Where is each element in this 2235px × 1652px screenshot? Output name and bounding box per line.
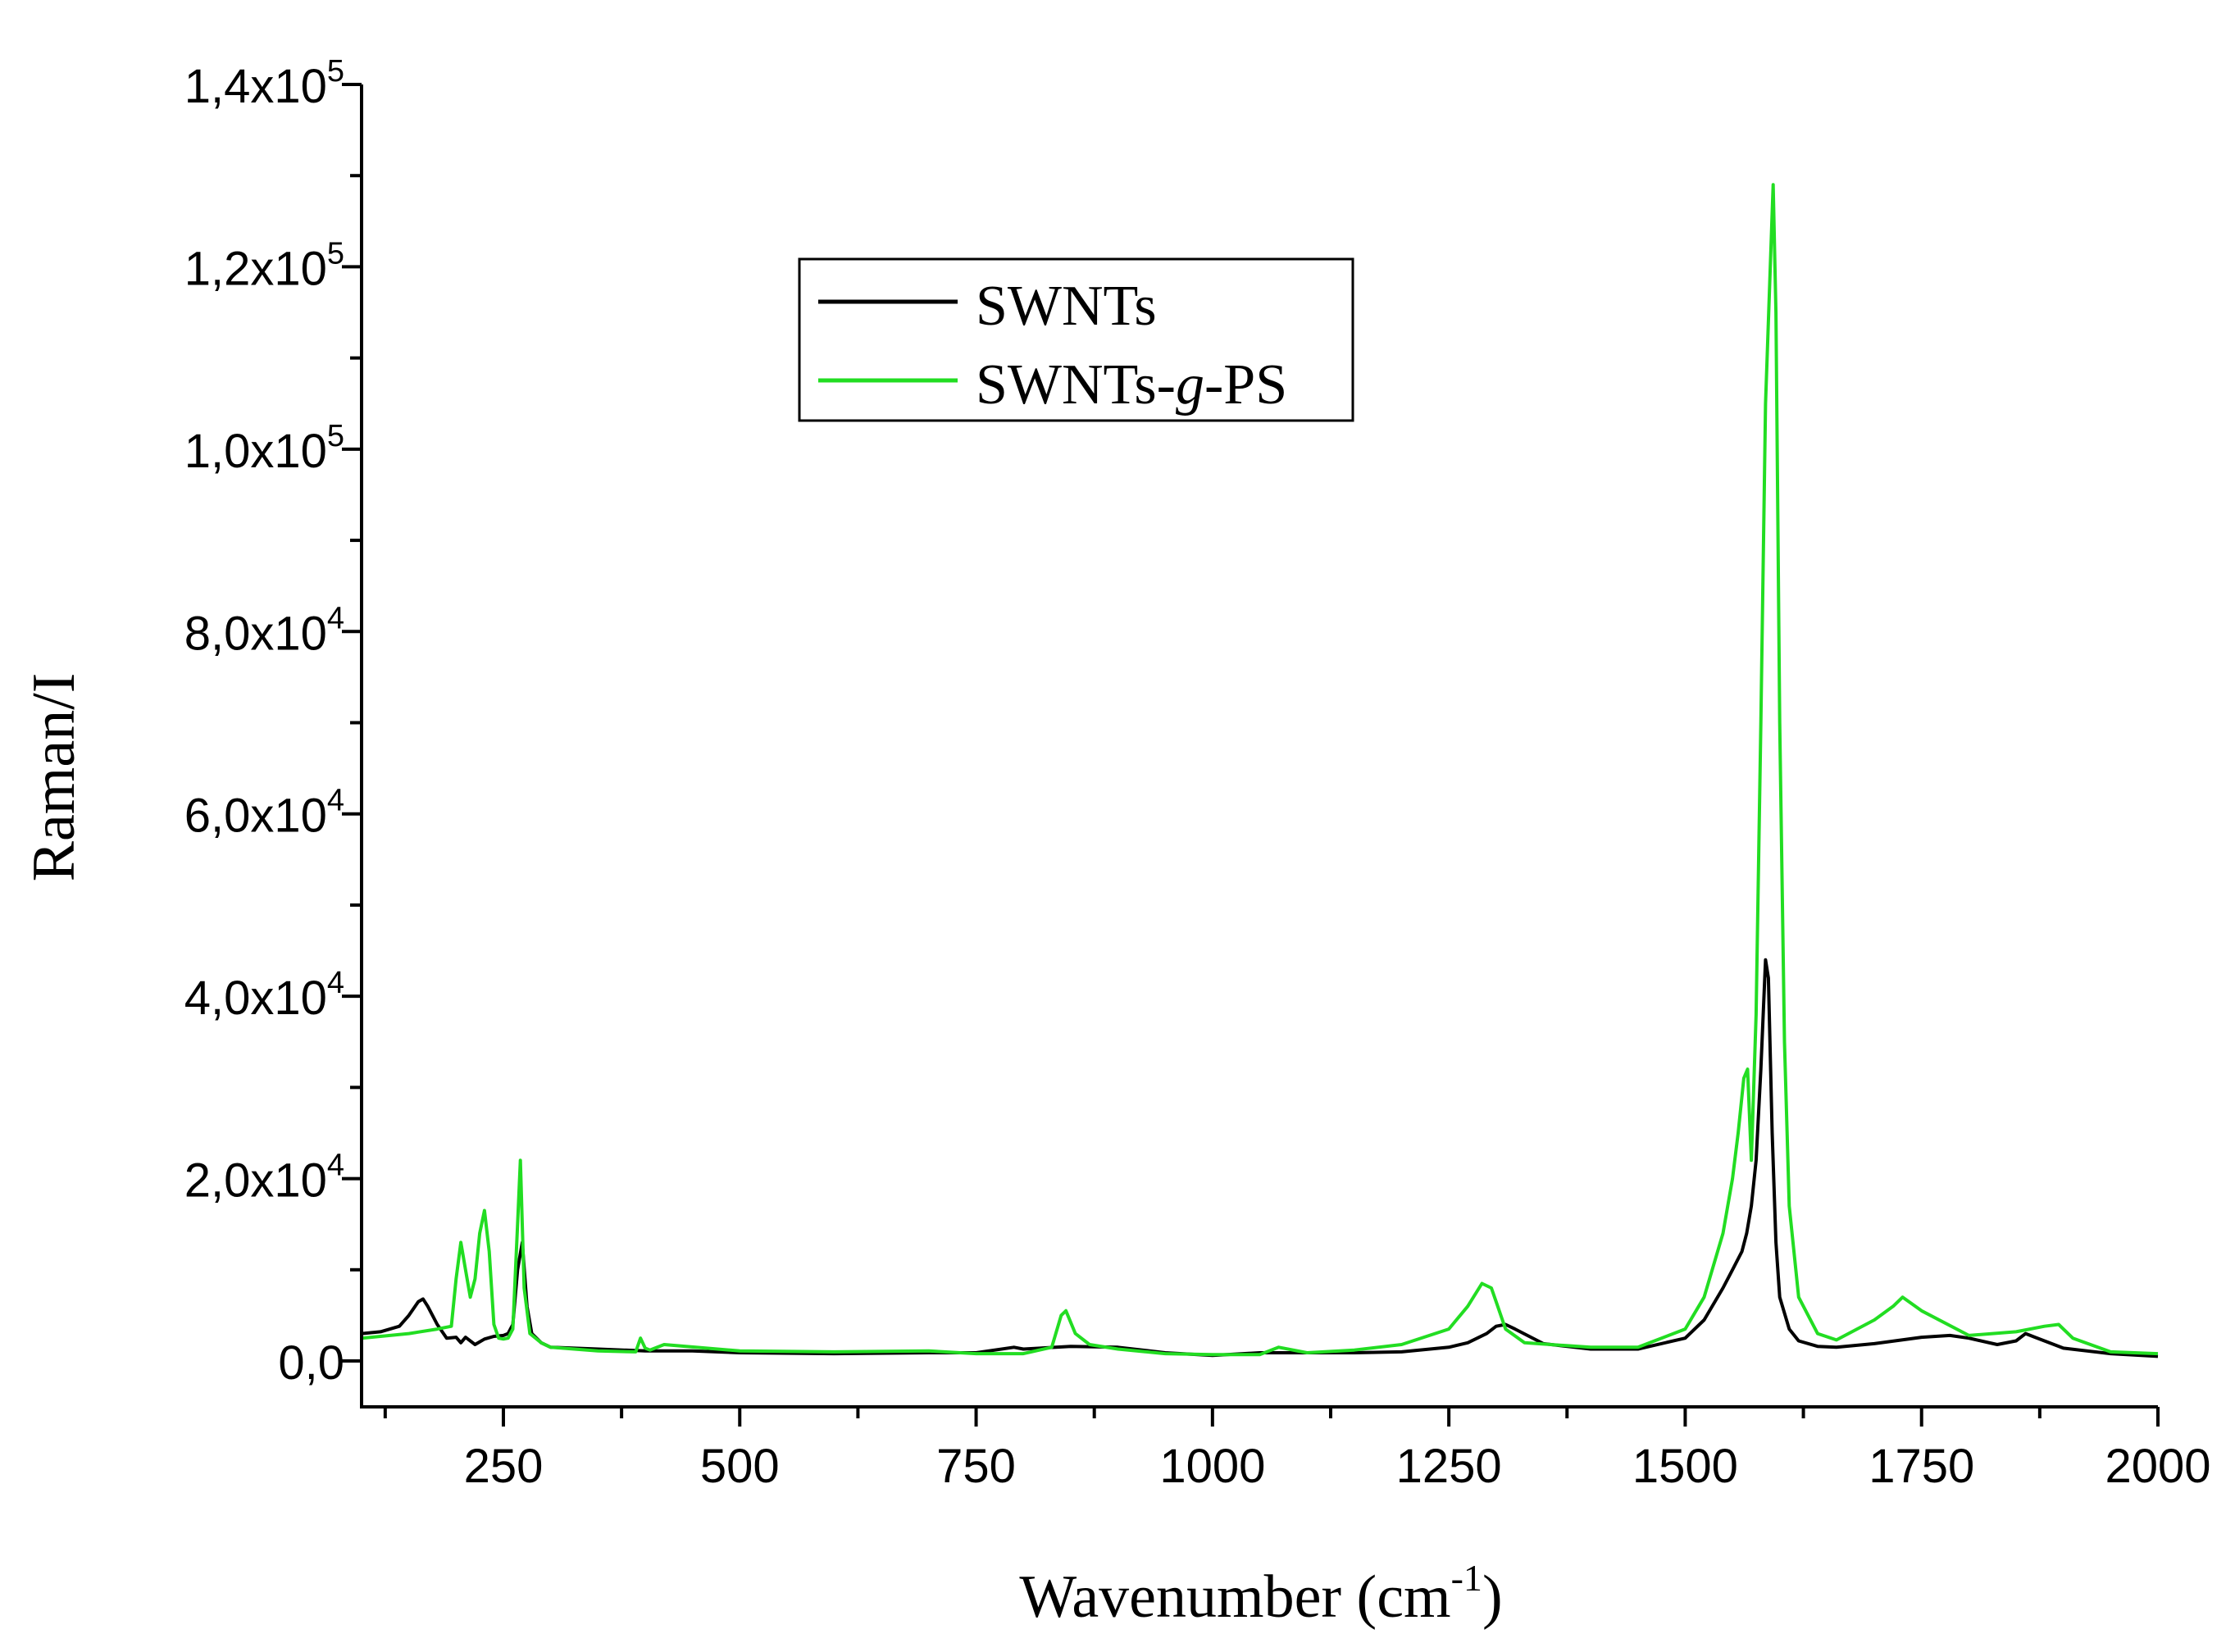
legend-label-swnts: SWNTs [976,275,1157,338]
legend-label-swnts-g-ps: SWNTs-g-PS [976,353,1287,416]
y-axis-label: Raman/I [20,673,88,882]
x-tick-label: 1250 [1396,1440,1502,1493]
y-tick-exponent: 4 [327,1149,344,1183]
series-line-swnts [362,958,2159,1358]
x-axis-ticks: 250 500 750 1000 1250 1500 1750 2000 [383,1407,2211,1493]
axes [360,84,2158,1409]
x-axis-label-superscript: -1 [1451,1557,1482,1599]
legend: SWNTs SWNTs-g-PS [798,257,1354,422]
y-tick-mantissa: 1,2x10 [184,242,327,295]
legend-label-swnts-g-ps-italic: g [1176,353,1204,416]
y-tick-exponent: 5 [327,54,344,89]
y-tick-label: 1,4x105 [184,54,344,113]
y-tick-exponent: 4 [327,784,344,818]
x-axis-label-close: ) [1482,1563,1503,1631]
x-tick-label: 250 [464,1440,544,1493]
y-tick-exponent: 4 [327,966,344,1000]
y-tick-mantissa: 8,0x10 [184,607,327,660]
y-tick-exponent: 5 [327,419,344,453]
y-tick-exponent: 5 [327,236,344,271]
y-tick-label: 2,0x104 [184,1149,344,1208]
y-tick-mantissa: 6,0x10 [184,790,327,843]
y-tick-label: 8,0x104 [184,601,344,660]
y-tick-label: 4,0x104 [184,966,344,1025]
y-tick-label: 1,2x105 [184,236,344,295]
x-tick-label: 2000 [2105,1440,2210,1493]
legend-box [798,257,1354,422]
x-tick-label: 1750 [1869,1440,1974,1493]
y-tick-mantissa: 0,0 [278,1336,344,1390]
plot-area [362,183,2159,1358]
x-tick-label: 500 [700,1440,780,1493]
x-tick-label: 1500 [1632,1440,1738,1493]
x-axis-label: Wavenumber (cm-1) [1019,1557,1502,1631]
y-tick-label: 6,0x104 [184,784,344,843]
x-tick-label: 1000 [1159,1440,1265,1493]
y-tick-mantissa: 1,4x10 [184,60,327,113]
y-axis-ticks: 0,02,0x1044,0x1046,0x1048,0x1041,0x1051,… [184,54,362,1390]
legend-label-swnts-g-ps-tail: -PS [1204,353,1287,416]
y-tick-mantissa: 2,0x10 [184,1154,327,1208]
y-tick-mantissa: 4,0x10 [184,972,327,1025]
y-tick-exponent: 4 [327,601,344,635]
legend-label-swnts-g-ps-prefix: SWNTs- [976,353,1176,416]
y-tick-label: 1,0x105 [184,419,344,478]
y-tick-mantissa: 1,0x10 [184,425,327,478]
series-line-swnts-g-ps [362,183,2159,1357]
x-tick-label: 750 [936,1440,1016,1493]
x-axis-label-main: Wavenumber (cm [1019,1563,1450,1631]
y-tick-label: 0,0 [278,1336,344,1390]
